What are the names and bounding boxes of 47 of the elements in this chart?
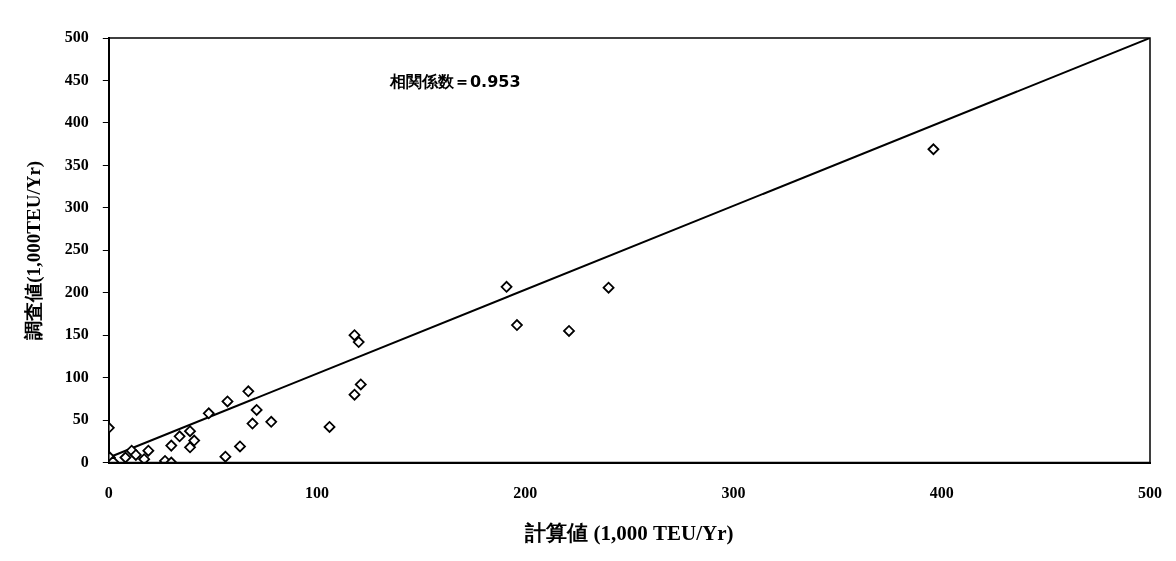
y-tick-label: 50: [72, 410, 89, 428]
y-tick-label: 400: [64, 113, 89, 131]
point: [184, 425, 196, 438]
x-axis-title: 計算値 (1,000 TEU/Yr): [524, 520, 734, 545]
point: [234, 440, 246, 453]
x-tick-label: 200: [513, 484, 538, 502]
point: [352, 336, 365, 348]
x-tick-label: 500: [1138, 484, 1162, 502]
point: [138, 453, 151, 463]
y-tick-label: 0: [80, 452, 89, 470]
x-tick-label: 300: [721, 484, 746, 502]
y-tick-label: 150: [64, 325, 89, 343]
point: [202, 407, 215, 420]
y-tick-label: 450: [64, 70, 89, 88]
point: [246, 417, 259, 430]
annotation: 相関係数＝0.953: [388, 72, 521, 92]
point: [323, 421, 336, 433]
point: [348, 329, 361, 342]
point: [184, 441, 196, 454]
point: [602, 281, 615, 294]
point: [119, 451, 132, 463]
point: [500, 280, 513, 293]
point: [265, 415, 278, 428]
point: [348, 388, 361, 401]
y-tick-label: 100: [64, 367, 89, 385]
y-axis-title: 調査値(1,000TEU/Yr): [23, 160, 46, 340]
point: [354, 378, 367, 391]
point: [219, 450, 232, 463]
point: [927, 143, 940, 156]
point: [221, 395, 234, 408]
x-tick-label: 100: [305, 484, 330, 502]
y-tick-label: 200: [64, 282, 89, 300]
point: [129, 449, 142, 461]
point: [250, 404, 263, 416]
point: [563, 325, 575, 337]
point: [188, 434, 201, 447]
point: [173, 430, 186, 443]
point: [142, 444, 155, 457]
y-tick-label: 300: [64, 197, 89, 215]
x-tick-label: 400: [929, 484, 954, 502]
y-tick-label: 250: [64, 240, 89, 258]
point: [165, 439, 178, 452]
point: [242, 385, 255, 398]
y-tick-label: 500: [64, 28, 89, 46]
point: [511, 319, 523, 331]
x-tick-label: 0: [104, 484, 113, 502]
y-tick-label: 350: [64, 155, 89, 173]
